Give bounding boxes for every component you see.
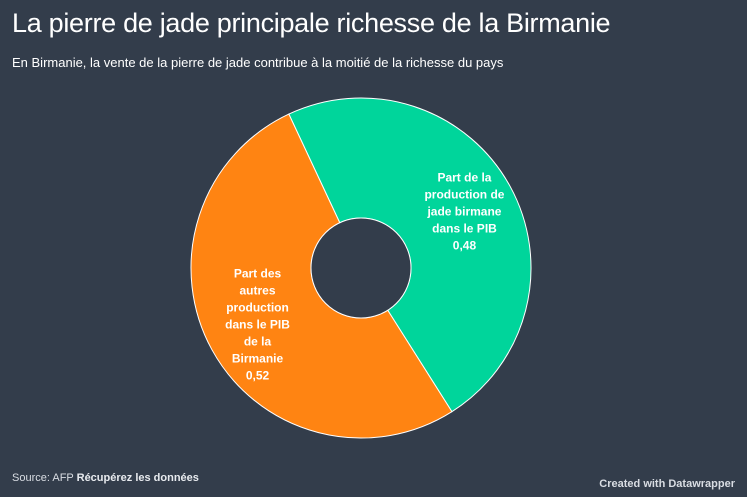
get-data-link[interactable]: Récupérez les données [76,472,199,484]
slice-label-line: jade birmane [426,204,501,218]
slice-label-line: de la [244,335,272,349]
datawrapper-credit[interactable]: Created with Datawrapper [599,478,735,490]
source-note: Source: AFP Récupérez les données [12,472,199,484]
slice-label-1: Part de la production de jade birmane dans … [424,170,504,252]
donut-hole [310,217,412,319]
slice-label-line: Part des [234,267,282,281]
chart-subtitle: En Birmanie, la vente de la pierre de ja… [12,55,504,70]
slice-label-line: production de [424,187,504,201]
chart-title: La pierre de jade principale richesse de… [12,8,611,38]
source-text: Source: AFP [12,472,74,484]
slice-label-line: dans le PIB [225,318,290,332]
slice-label-2: Part des autres production dans le PIB de la… [225,267,290,383]
slice-label-line: dans le PIB [432,221,497,235]
slice-label-line: Part de la [437,170,491,184]
slice-value-1: 0,48 [453,238,477,252]
slice-label-line: production [226,301,289,315]
slice-label-line: Birmanie [232,352,284,366]
slice-label-line: autres [240,284,276,298]
slice-value-2: 0,52 [246,369,270,383]
